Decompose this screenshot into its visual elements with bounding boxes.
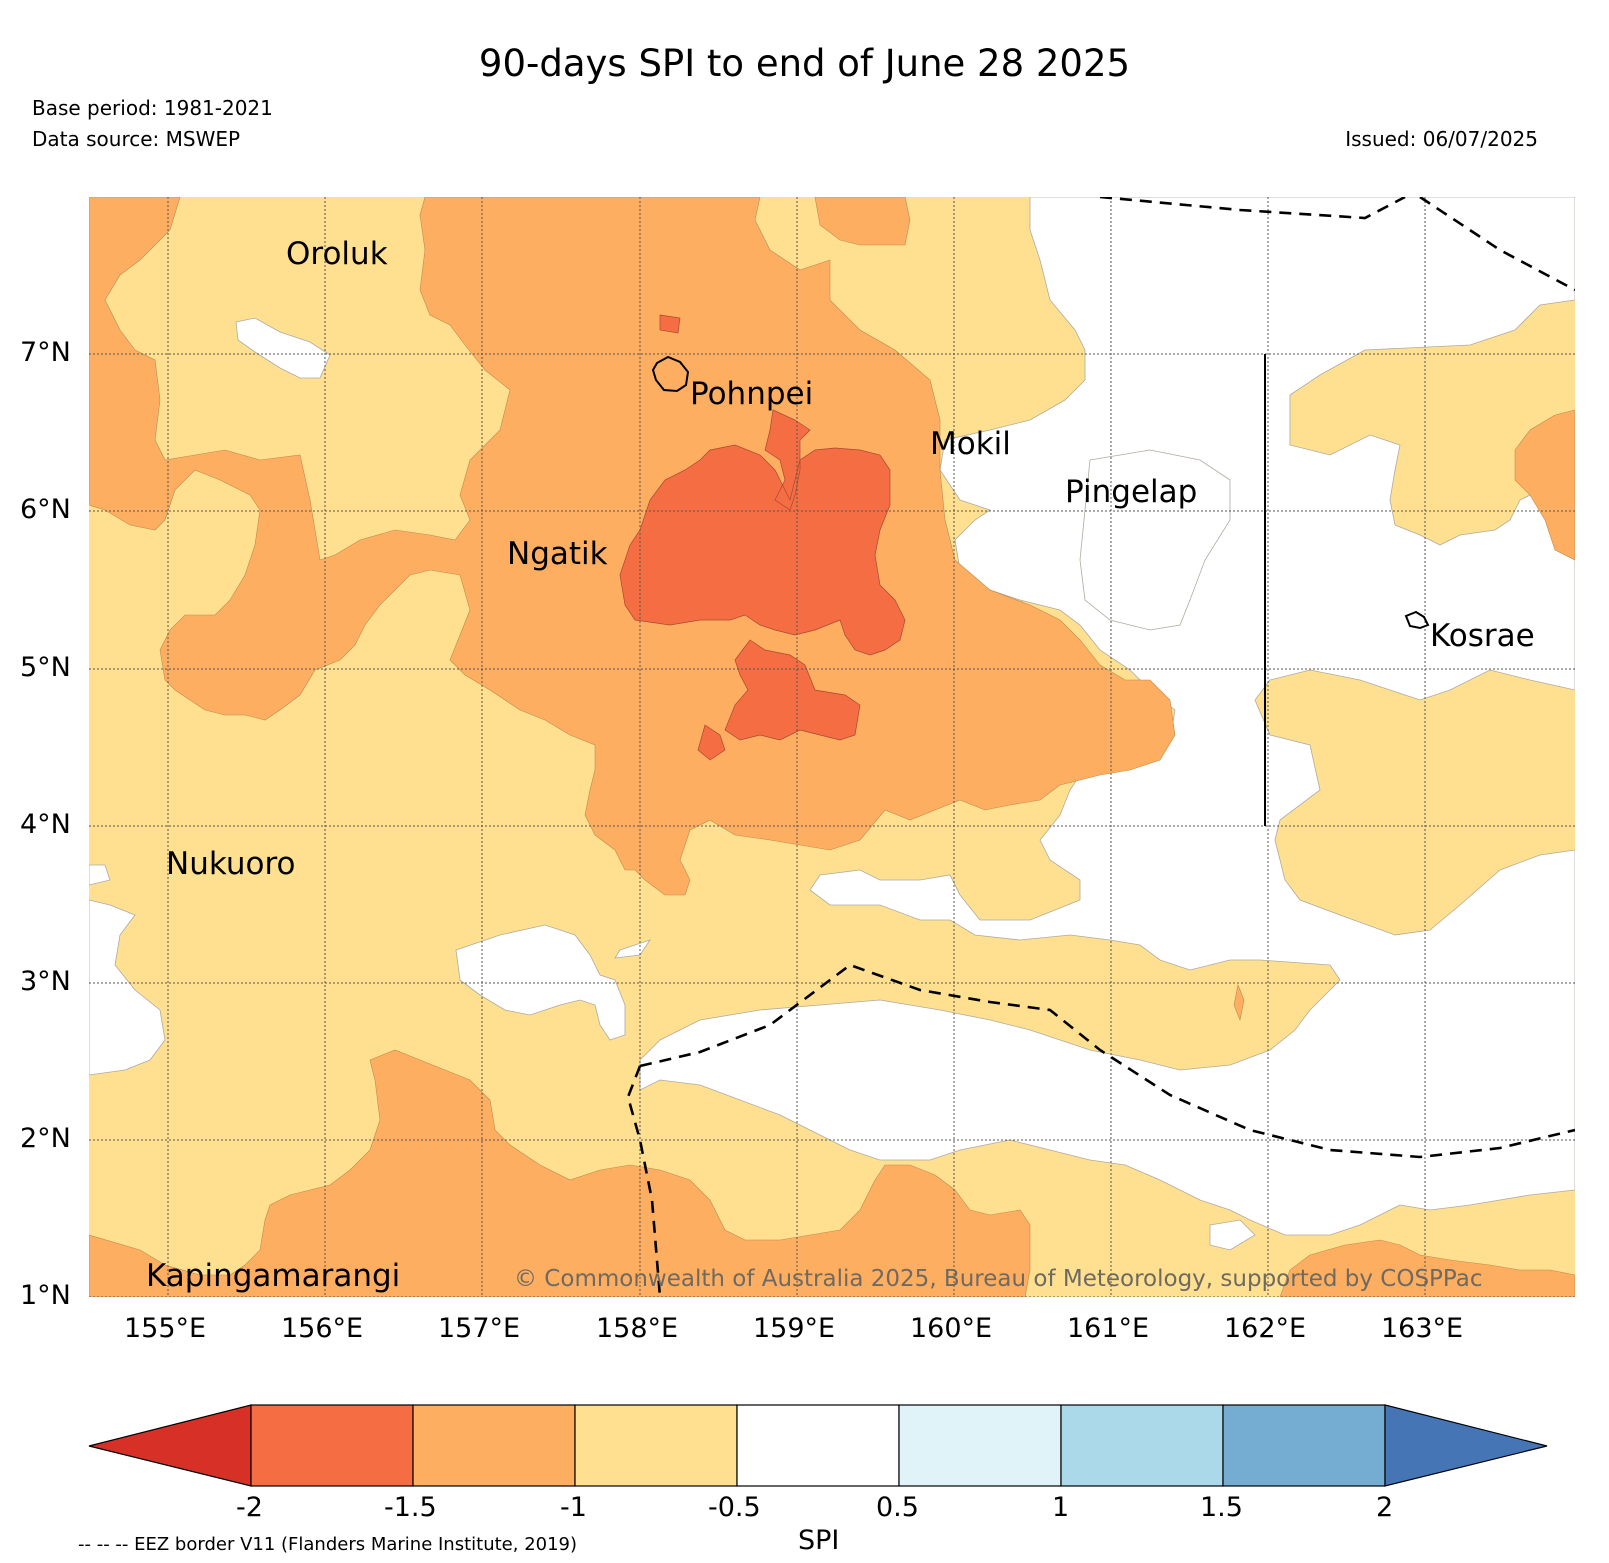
colorbar-tick-1: 1 <box>1052 1492 1070 1523</box>
spi-band-moderately-dry-spot <box>1233 983 1245 1022</box>
lon-tick-158e: 158°E <box>596 1313 679 1344</box>
colorbar-extend-high <box>1384 1404 1548 1487</box>
label-kosrae: Kosrae <box>1430 618 1535 654</box>
eez-legend-note: -- -- -- EEZ border V11 (Flanders Marine… <box>78 1534 578 1555</box>
colorbar-tick-2: 2 <box>1376 1492 1394 1523</box>
pohnpei-island-outline <box>651 355 690 393</box>
copyright-credit: © Commonwealth of Australia 2025, Bureau… <box>514 1266 1483 1292</box>
spi-band-moderately-dry-east <box>1514 409 1575 561</box>
colorbar-tick-1-5: 1.5 <box>1200 1492 1243 1523</box>
spi-band-normal-west <box>89 899 166 1076</box>
label-oroluk: Oroluk <box>286 236 388 272</box>
spi-band-moderately-dry-ne <box>814 197 911 246</box>
colorbar-segment-2 <box>412 1404 576 1487</box>
colorbar-segment-7 <box>1222 1404 1386 1487</box>
spi-band-normal-south <box>1209 1219 1256 1251</box>
lon-tick-155e: 155°E <box>124 1313 207 1344</box>
lat-tick-1n: 1°N <box>20 1280 71 1311</box>
spi-band-moderately-dry-se <box>1279 1239 1575 1297</box>
lon-tick-162e: 162°E <box>1224 1313 1307 1344</box>
colorbar-extend-low <box>88 1404 252 1487</box>
spi-band-normal-oroluk <box>235 317 331 379</box>
colorbar-label: SPI <box>798 1525 840 1556</box>
spi-band-normal-mid <box>455 924 626 1041</box>
colorbar-segment-4 <box>736 1404 900 1487</box>
colorbar-tick-neg1: -1 <box>560 1492 587 1523</box>
lon-tick-156e: 156°E <box>281 1313 364 1344</box>
lat-tick-6n: 6°N <box>20 494 71 525</box>
eez-border <box>626 197 1575 1297</box>
data-source: Data source: MSWEP <box>32 127 241 151</box>
label-pingelap: Pingelap <box>1065 474 1198 510</box>
colorbar-segment-1 <box>250 1404 414 1487</box>
issued-date: Issued: 06/07/2025 <box>1345 127 1538 151</box>
lon-tick-161e: 161°E <box>1067 1313 1150 1344</box>
graticule <box>89 197 1575 1297</box>
colorbar-tick-neg1-5: -1.5 <box>384 1492 437 1523</box>
colorbar-segment-5 <box>898 1404 1062 1487</box>
lat-tick-5n: 5°N <box>20 652 71 683</box>
colorbar-tick-neg0-5: -0.5 <box>708 1492 761 1523</box>
spi-band-normal-pocket <box>1079 449 1231 631</box>
colorbar-tick-0-5: 0.5 <box>876 1492 919 1523</box>
label-kapingamarangi: Kapingamarangi <box>146 1258 401 1294</box>
label-nukuoro: Nukuoro <box>166 846 296 882</box>
label-pohnpei: Pohnpei <box>690 376 814 412</box>
colorbar-segment-3 <box>574 1404 738 1487</box>
lon-tick-159e: 159°E <box>753 1313 836 1344</box>
lat-tick-2n: 2°N <box>20 1123 71 1154</box>
colorbar-tick-neg2: -2 <box>236 1492 263 1523</box>
lon-tick-157e: 157°E <box>438 1313 521 1344</box>
base-period: Base period: 1981-2021 <box>32 96 273 120</box>
label-mokil: Mokil <box>930 426 1011 462</box>
spi-band-dry-core <box>619 314 906 761</box>
lat-tick-7n: 7°N <box>20 337 71 368</box>
spi-field <box>89 197 1575 1297</box>
lon-tick-163e: 163°E <box>1381 1313 1464 1344</box>
colorbar-segment-6 <box>1060 1404 1224 1487</box>
lat-tick-4n: 4°N <box>20 809 71 840</box>
lon-tick-160e: 160°E <box>910 1313 993 1344</box>
spi-band-normal-west2 <box>89 864 111 886</box>
kosrae-island-outline <box>1404 610 1430 630</box>
label-ngatik: Ngatik <box>507 536 608 572</box>
spi-band-moderately-dry-south <box>89 1049 1031 1297</box>
map-title: 90-days SPI to end of June 28 2025 <box>478 42 1131 85</box>
colorbar <box>88 1404 1548 1487</box>
lat-tick-3n: 3°N <box>20 966 71 997</box>
